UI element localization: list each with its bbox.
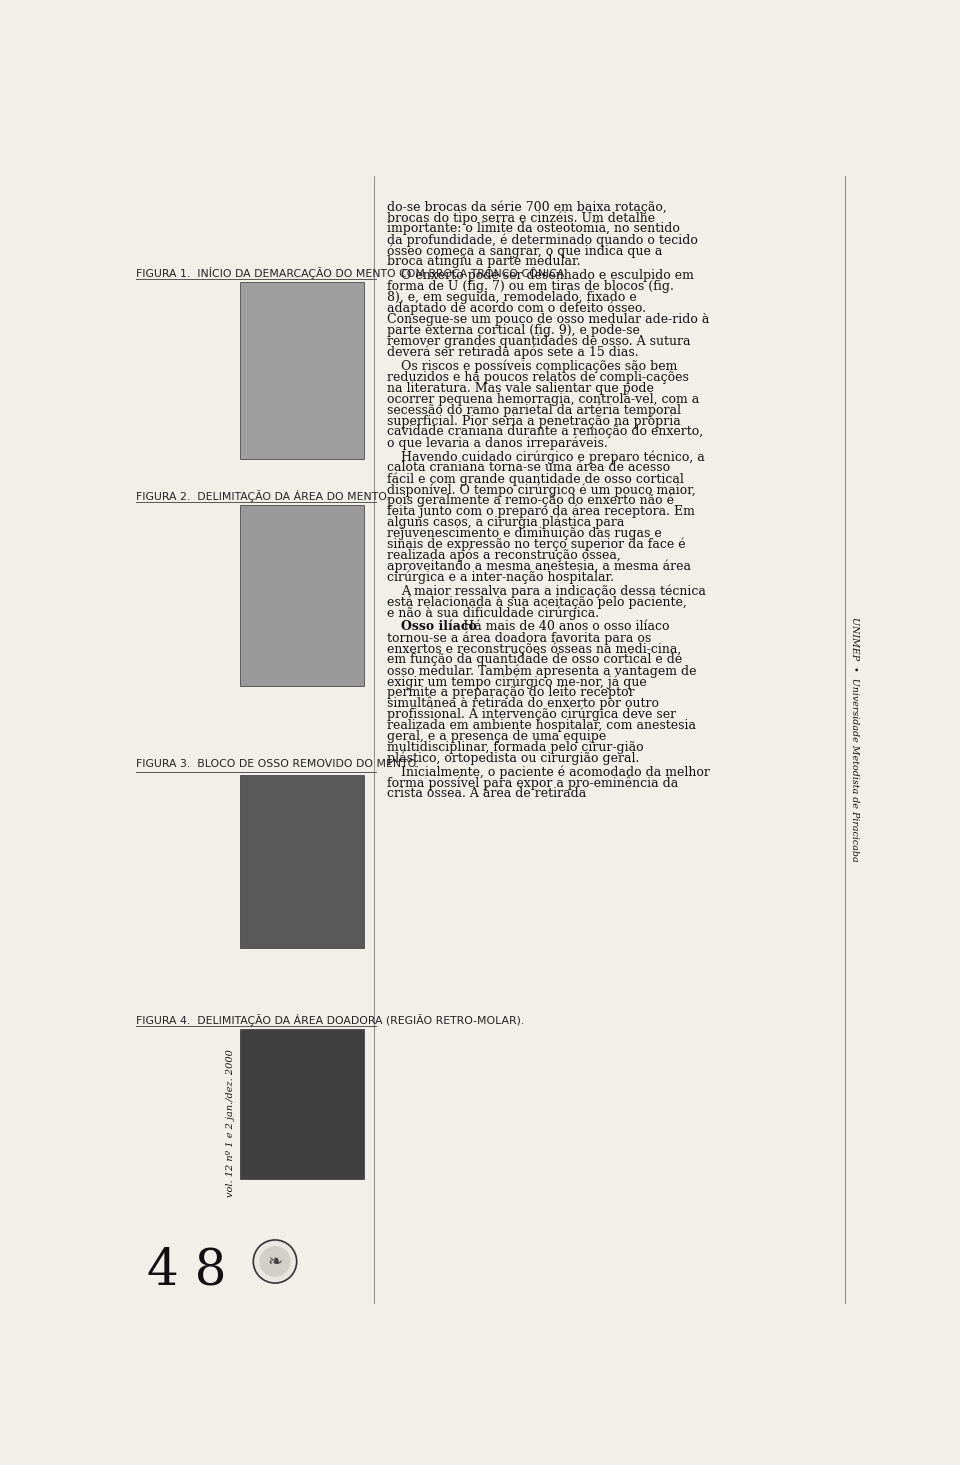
Text: em função da quantidade de osso cortical e de: em função da quantidade de osso cortical… [388, 653, 683, 667]
Text: da profundidade, é determinado quando o tecido: da profundidade, é determinado quando o … [388, 233, 698, 246]
Text: vol. 12 nº 1 e 2 jan./dez. 2000: vol. 12 nº 1 e 2 jan./dez. 2000 [227, 1049, 235, 1197]
Text: tornou-se a área doadora favorita para os: tornou-se a área doadora favorita para o… [388, 631, 652, 645]
Text: exigir um tempo cirúrgico me-nor, já que: exigir um tempo cirúrgico me-nor, já que [388, 675, 647, 689]
Text: enxertos e reconstruções ósseas na medi-cina,: enxertos e reconstruções ósseas na medi-… [388, 642, 682, 656]
Bar [240, 1028, 364, 1179]
Text: Os riscos e possíveis complicações são bem: Os riscos e possíveis complicações são b… [401, 360, 678, 374]
Text: cavidade craniana durante a remoção do enxerto,: cavidade craniana durante a remoção do e… [388, 425, 704, 438]
Text: disponível. O tempo cirúrgico é um pouco maior,: disponível. O tempo cirúrgico é um pouco… [388, 483, 696, 497]
Text: e não à sua dificuldade cirúrgica.: e não à sua dificuldade cirúrgica. [388, 607, 599, 620]
Text: broca atingiu a parte medular.: broca atingiu a parte medular. [388, 255, 581, 268]
Text: crista óssea. A área de retirada: crista óssea. A área de retirada [388, 788, 587, 800]
Text: superficial. Pior seria a penetração na própria: superficial. Pior seria a penetração na … [388, 415, 682, 428]
Text: geral, e a presença de uma equipe: geral, e a presença de uma equipe [388, 730, 607, 743]
Text: permite a preparação do leito receptor: permite a preparação do leito receptor [388, 686, 635, 699]
Text: forma de U (fig. 7) ou em tiras de blocos (fig.: forma de U (fig. 7) ou em tiras de bloco… [388, 280, 674, 293]
Text: do-se brocas da série 700 em baixa rotação,: do-se brocas da série 700 em baixa rotaç… [388, 201, 667, 214]
Text: realizada após a reconstrução óssea,: realizada após a reconstrução óssea, [388, 548, 621, 563]
Bar [240, 283, 364, 459]
Text: na literatura. Mas vale salientar que pode: na literatura. Mas vale salientar que po… [388, 381, 655, 394]
Text: parte externa cortical (fig. 9), e pode-se: parte externa cortical (fig. 9), e pode-… [388, 324, 640, 337]
Text: plástico, ortopedista ou cirurgião geral.: plástico, ortopedista ou cirurgião geral… [388, 752, 639, 765]
Text: O enxerto pode ser desenhado e esculpido em: O enxerto pode ser desenhado e esculpido… [401, 270, 694, 283]
Circle shape [253, 1239, 297, 1283]
Text: FIGURA 4.  DELIMITAÇÃO DA ÁREA DOADORA (REGIÃO RETRO-MOLAR).: FIGURA 4. DELIMITAÇÃO DA ÁREA DOADORA (R… [135, 1014, 524, 1026]
Bar [240, 505, 364, 686]
Text: A maior ressalva para a indicação dessa técnica: A maior ressalva para a indicação dessa … [401, 585, 707, 598]
Text: está relacionada à sua aceitação pelo paciente,: está relacionada à sua aceitação pelo pa… [388, 595, 687, 609]
Text: FIGURA 3.  BLOCO DE OSSO REMOVIDO DO MENTO.: FIGURA 3. BLOCO DE OSSO REMOVIDO DO MENT… [135, 759, 419, 769]
Text: rejuvenescimento e diminuição das rugas e: rejuvenescimento e diminuição das rugas … [388, 527, 662, 539]
Text: importante: o limite da osteotomia, no sentido: importante: o limite da osteotomia, no s… [388, 223, 681, 236]
Text: profissional. A intervenção cirúrgica deve ser: profissional. A intervenção cirúrgica de… [388, 708, 677, 721]
Text: reduzidos e há poucos relatos de compli-cações: reduzidos e há poucos relatos de compli-… [388, 371, 689, 384]
Text: brocas do tipo serra e cinzéis. Um detalhe: brocas do tipo serra e cinzéis. Um detal… [388, 211, 656, 224]
Text: aproveitando a mesma anestesia, a mesma área: aproveitando a mesma anestesia, a mesma … [388, 560, 691, 573]
Text: multidisciplinar, formada pelo cirur-gião: multidisciplinar, formada pelo cirur-giã… [388, 741, 644, 753]
Text: pois geralmente a remo-ção do enxerto não é: pois geralmente a remo-ção do enxerto nã… [388, 494, 674, 507]
Text: sinais de expressão no terço superior da face é: sinais de expressão no terço superior da… [388, 538, 686, 551]
Text: osso medular. Também apresenta a vantagem de: osso medular. Também apresenta a vantage… [388, 664, 697, 678]
Text: FIGURA 2.  DELIMITAÇÃO DA ÁREA DO MENTO.: FIGURA 2. DELIMITAÇÃO DA ÁREA DO MENTO. [135, 489, 389, 502]
Text: o que levaria a danos irreparáveis.: o que levaria a danos irreparáveis. [388, 437, 608, 450]
Text: Havendo cuidado cirúrgico e preparo técnico, a: Havendo cuidado cirúrgico e preparo técn… [401, 450, 705, 464]
Text: 4 8: 4 8 [147, 1247, 227, 1295]
Text: fácil e com grande quantidade de osso cortical: fácil e com grande quantidade de osso co… [388, 472, 684, 485]
Text: ocorrer pequena hemorragia, controlá-vel, com a: ocorrer pequena hemorragia, controlá-vel… [388, 393, 700, 406]
Text: adaptado de acordo com o defeito ósseo.: adaptado de acordo com o defeito ósseo. [388, 302, 646, 315]
Text: feita junto com o preparo da área receptora. Em: feita junto com o preparo da área recept… [388, 505, 695, 519]
Text: Osso ilíaco: Osso ilíaco [401, 620, 477, 633]
Bar [240, 775, 364, 948]
Text: calota craniana torna-se uma área de acesso: calota craniana torna-se uma área de ace… [388, 461, 670, 475]
Text: secessão do ramo parietal da artéria temporal: secessão do ramo parietal da artéria tem… [388, 403, 682, 418]
Text: FIGURA 1.  INÍCIO DA DEMARCAÇÃO DO MENTO COM BROCA TRONCO CÔNICA.: FIGURA 1. INÍCIO DA DEMARCAÇÃO DO MENTO … [135, 267, 567, 278]
Text: ósseo começa a sangrar, o que indica que a: ósseo começa a sangrar, o que indica que… [388, 245, 662, 258]
Text: cirúrgica e a inter-nação hospitalar.: cirúrgica e a inter-nação hospitalar. [388, 570, 614, 585]
Text: Inicialmente, o paciente é acomodado da melhor: Inicialmente, o paciente é acomodado da … [401, 766, 710, 779]
Text: UNIMEP  •  Universidade Metodista de Piracicaba: UNIMEP • Universidade Metodista de Pirac… [851, 617, 859, 861]
Text: realizada em ambiente hospitalar, com anestesia: realizada em ambiente hospitalar, com an… [388, 719, 696, 732]
Text: – Há mais de 40 anos o osso ilíaco: – Há mais de 40 anos o osso ilíaco [449, 620, 669, 633]
Text: forma possível para expor a pro-eminência da: forma possível para expor a pro-eminênci… [388, 776, 679, 790]
Text: alguns casos, a cirurgia plástica para: alguns casos, a cirurgia plástica para [388, 516, 625, 529]
Text: remover grandes quantidades de osso. A sutura: remover grandes quantidades de osso. A s… [388, 334, 691, 347]
Text: Consegue-se um pouco de osso medular ade-rido à: Consegue-se um pouco de osso medular ade… [388, 314, 709, 325]
Circle shape [259, 1247, 291, 1277]
Text: deverá ser retirada após sete a 15 dias.: deverá ser retirada após sete a 15 dias. [388, 346, 639, 359]
Text: simultânea à retirada do enxerto por outro: simultânea à retirada do enxerto por out… [388, 697, 660, 711]
Text: 8), e, em seguida, remodelado, fixado e: 8), e, em seguida, remodelado, fixado e [388, 292, 637, 305]
Text: ❧: ❧ [268, 1253, 282, 1270]
